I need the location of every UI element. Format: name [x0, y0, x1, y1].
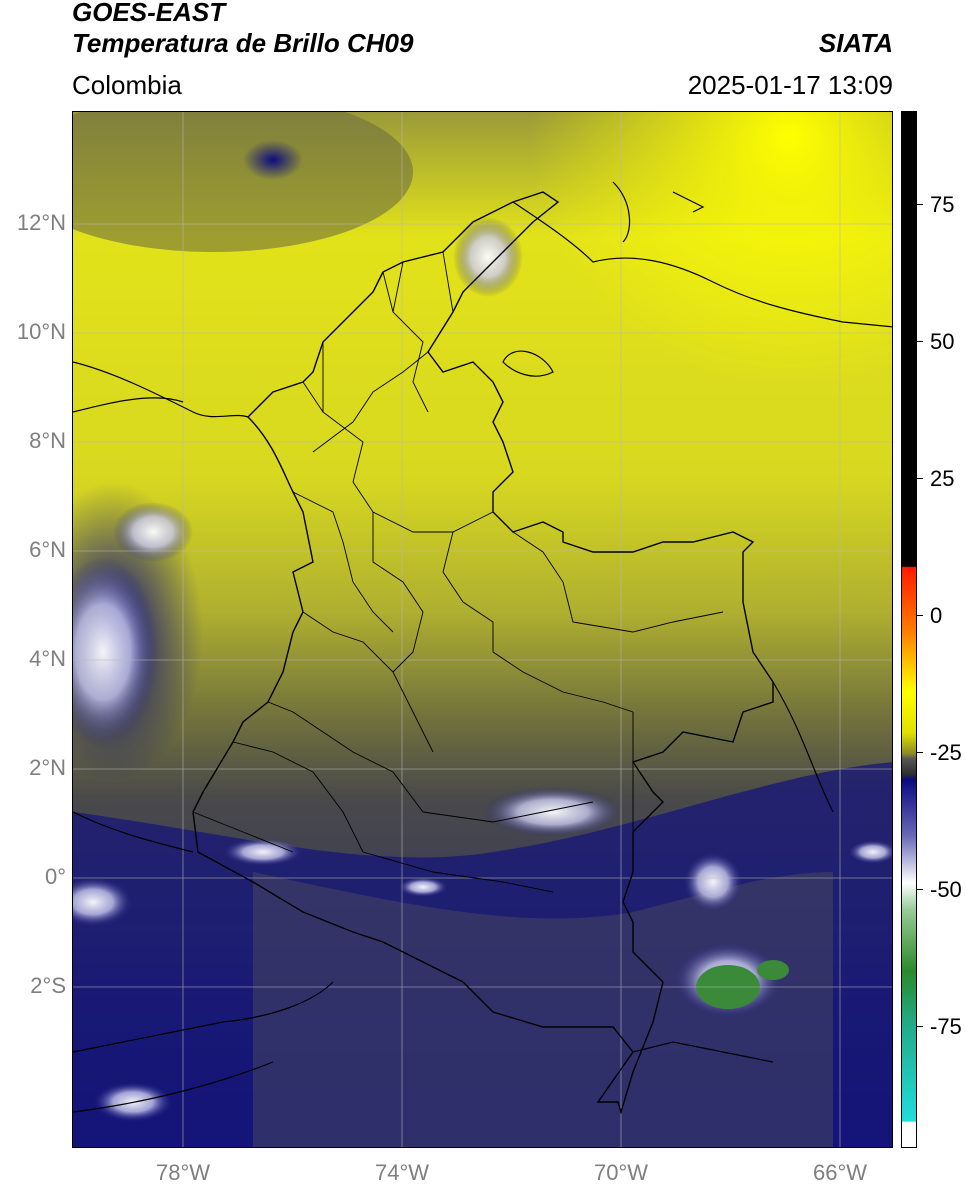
- warm-region: [373, 112, 892, 612]
- colorbar-label-minus25: -25: [930, 740, 962, 765]
- cell-e: [398, 877, 448, 897]
- lat-label-0: 0°: [44, 864, 66, 889]
- lon-label-74w: 74°W: [374, 1160, 430, 1185]
- colombia-border: [192, 191, 774, 1115]
- nw-cool-area: [73, 112, 413, 252]
- lat-label-10n: 10°N: [16, 319, 66, 344]
- pacific-convection-2: [113, 502, 193, 562]
- lon-label-66w: 66°W: [812, 1160, 868, 1185]
- colorbar-label-0: 0: [930, 603, 943, 628]
- cell-i: [453, 217, 523, 297]
- lat-label-6n: 6°N: [29, 537, 66, 562]
- department-lines: [192, 251, 724, 893]
- lat-label-2s: 2°S: [30, 973, 66, 998]
- cell-b: [683, 852, 743, 912]
- lat-label-12n: 12°N: [16, 210, 66, 235]
- colorbar-label-minus50: -50: [930, 877, 962, 902]
- map-canvas: [73, 112, 892, 1147]
- graticule: [73, 112, 892, 1147]
- timestamp-label: 2025-01-17 13:09: [687, 70, 893, 100]
- brand-label: SIATA: [818, 28, 893, 58]
- lon-label-70w: 70°W: [593, 1160, 649, 1185]
- colorbar-gradient: [902, 112, 916, 1147]
- product-title: Temperatura de Brillo CH09: [72, 28, 414, 58]
- neighbour-borders: [73, 181, 892, 1113]
- cell-c: [223, 838, 303, 866]
- lat-label-2n: 2°N: [29, 755, 66, 780]
- cell-d: [73, 877, 133, 927]
- cell-h: [243, 140, 303, 180]
- colorbar-label-minus75: -75: [930, 1014, 962, 1039]
- satellite-map[interactable]: [72, 111, 893, 1148]
- colorbar-label-25: 25: [930, 466, 955, 491]
- cell-f: [848, 840, 892, 864]
- colorbar-label-75: 75: [930, 192, 955, 217]
- colorbar-label-50: 50: [930, 329, 955, 354]
- lat-label-4n: 4°N: [29, 646, 66, 671]
- temperature-colorbar: [901, 111, 917, 1148]
- amazon-gray: [253, 872, 833, 1147]
- lat-label-8n: 8°N: [29, 428, 66, 453]
- pacific-convection: [73, 557, 158, 747]
- deep-convection-core-2: [757, 960, 789, 980]
- region-label: Colombia: [72, 70, 182, 100]
- satellite-title: GOES-EAST: [72, 0, 226, 27]
- lon-label-78w: 78°W: [155, 1160, 211, 1185]
- cell-a: [483, 787, 623, 837]
